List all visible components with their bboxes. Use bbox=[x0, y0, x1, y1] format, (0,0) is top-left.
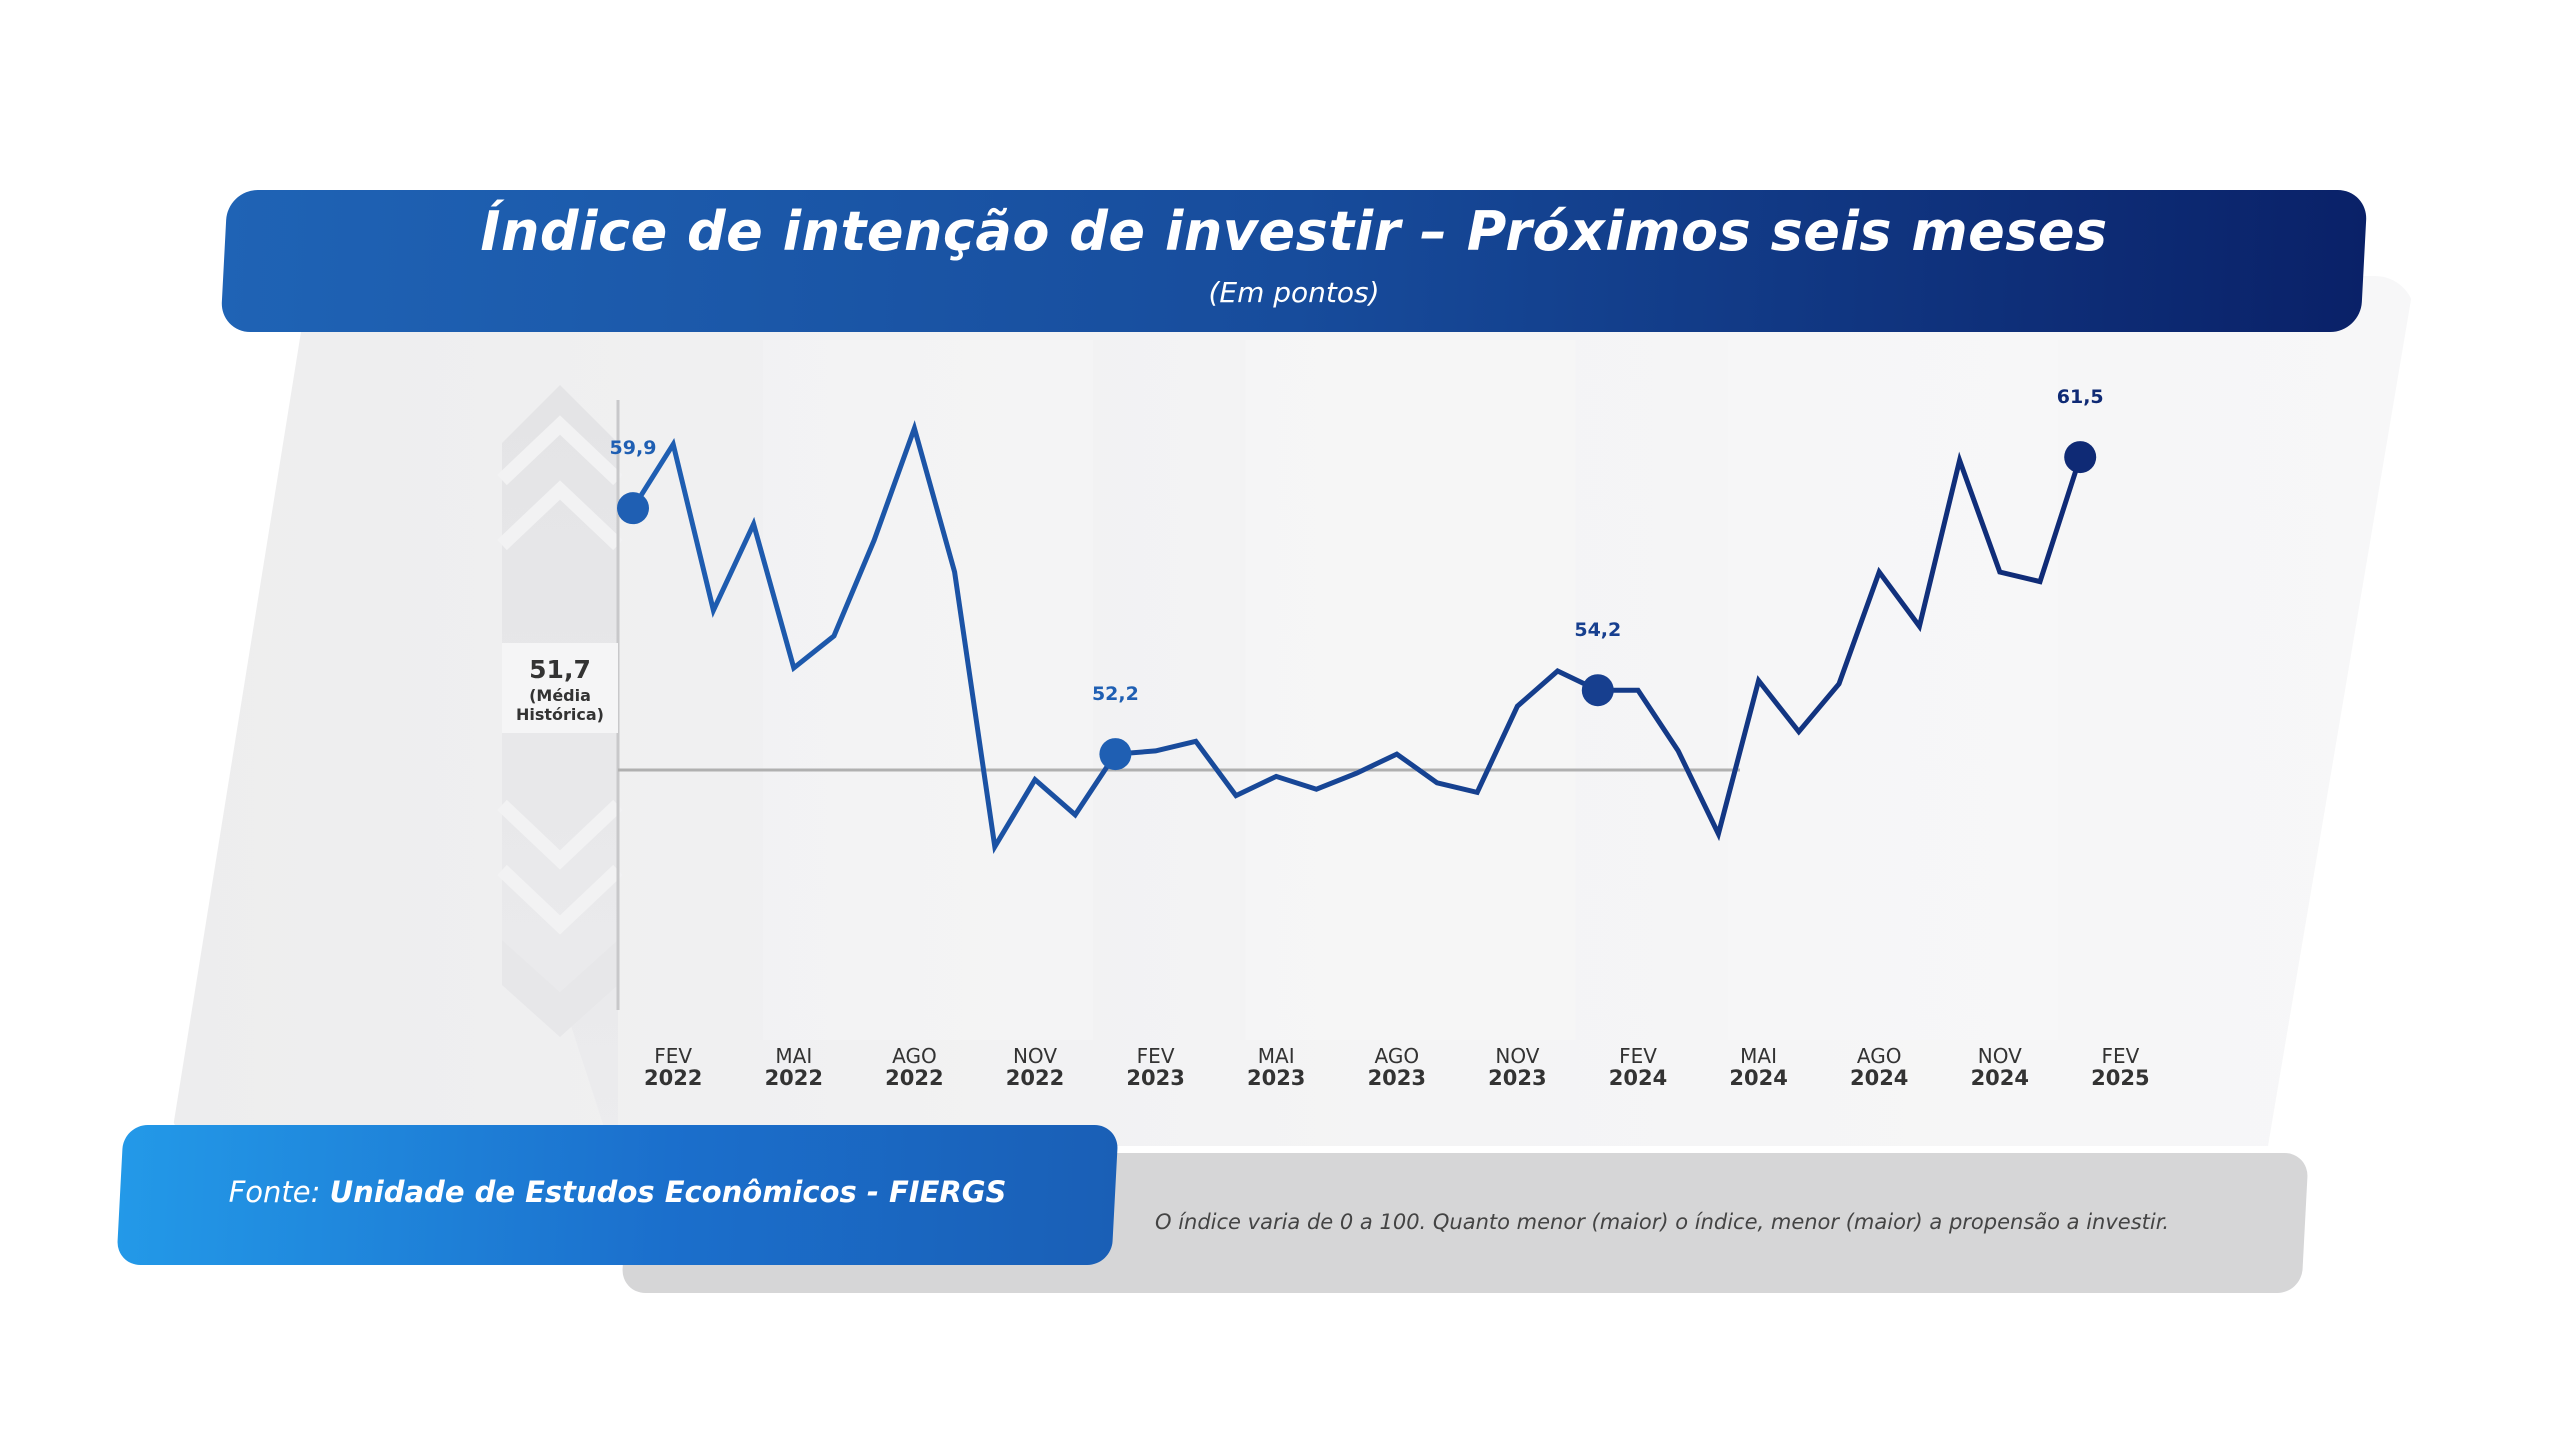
x-tick-year: 2022 bbox=[885, 1066, 943, 1090]
reference-value: 51,7 bbox=[529, 655, 591, 684]
x-tick-year: 2024 bbox=[1850, 1066, 1908, 1090]
data-label: 54,2 bbox=[1574, 619, 1621, 641]
chevron-decoration bbox=[497, 385, 623, 1170]
x-tick-month: FEV bbox=[2101, 1044, 2139, 1068]
highlight-point bbox=[2064, 441, 2097, 474]
highlight-point bbox=[1581, 674, 1614, 707]
x-tick-month: NOV bbox=[1013, 1044, 1057, 1068]
x-tick-month: MAI bbox=[1740, 1044, 1777, 1068]
year-band bbox=[763, 340, 1093, 1040]
x-tick-year: 2025 bbox=[2091, 1066, 2149, 1090]
highlight-point bbox=[1099, 738, 1132, 771]
x-tick-year: 2023 bbox=[1126, 1066, 1184, 1090]
x-tick-month: AGO bbox=[1375, 1044, 1420, 1068]
x-tick-month: MAI bbox=[1258, 1044, 1295, 1068]
source-prefix: Fonte: bbox=[228, 1175, 321, 1209]
x-tick-year: 2023 bbox=[1247, 1066, 1305, 1090]
x-tick-year: 2023 bbox=[1368, 1066, 1426, 1090]
x-tick-year: 2024 bbox=[1609, 1066, 1667, 1090]
x-axis-ticks: FEV2022MAI2022AGO2022NOV2022FEV2023MAI20… bbox=[644, 1044, 2150, 1090]
source-text: Fonte: Unidade de Estudos Econômicos - F… bbox=[120, 1175, 1115, 1209]
x-tick-year: 2023 bbox=[1488, 1066, 1546, 1090]
data-label: 59,9 bbox=[610, 437, 657, 459]
x-tick-month: NOV bbox=[1978, 1044, 2022, 1068]
x-tick-month: NOV bbox=[1495, 1044, 1539, 1068]
reference-caption-line2: Histórica) bbox=[516, 705, 604, 724]
year-bands bbox=[763, 340, 2058, 1040]
x-tick-year: 2022 bbox=[644, 1066, 702, 1090]
note-text: O índice varia de 0 a 100. Quanto menor … bbox=[1155, 1210, 2170, 1234]
highlighted-markers: 59,9 52,2 54,2 61,5 bbox=[610, 386, 2104, 771]
source-name: Unidade de Estudos Econômicos - FIERGS bbox=[329, 1175, 1007, 1209]
x-tick-month: FEV bbox=[1137, 1044, 1175, 1068]
year-band bbox=[1727, 340, 2058, 1040]
year-band bbox=[1245, 340, 1576, 1040]
x-tick-month: AGO bbox=[892, 1044, 937, 1068]
chart-subtitle: (Em pontos) bbox=[1208, 276, 1380, 309]
data-label: 61,5 bbox=[2057, 386, 2104, 408]
x-tick-year: 2022 bbox=[765, 1066, 823, 1090]
x-tick-month: AGO bbox=[1857, 1044, 1902, 1068]
series-line bbox=[630, 420, 2083, 854]
x-tick-month: MAI bbox=[775, 1044, 812, 1068]
highlight-point bbox=[617, 492, 649, 525]
x-tick-year: 2024 bbox=[1729, 1066, 1787, 1090]
x-tick-month: FEV bbox=[1619, 1044, 1657, 1068]
chart-title: Índice de intenção de investir – Próximo… bbox=[480, 200, 2108, 263]
x-tick-year: 2022 bbox=[1006, 1066, 1064, 1090]
average-label-box bbox=[502, 643, 618, 733]
data-label: 52,2 bbox=[1092, 683, 1139, 705]
x-tick-year: 2024 bbox=[1971, 1066, 2029, 1090]
x-tick-month: FEV bbox=[654, 1044, 692, 1068]
reference-caption-line1: (Média bbox=[529, 686, 591, 705]
